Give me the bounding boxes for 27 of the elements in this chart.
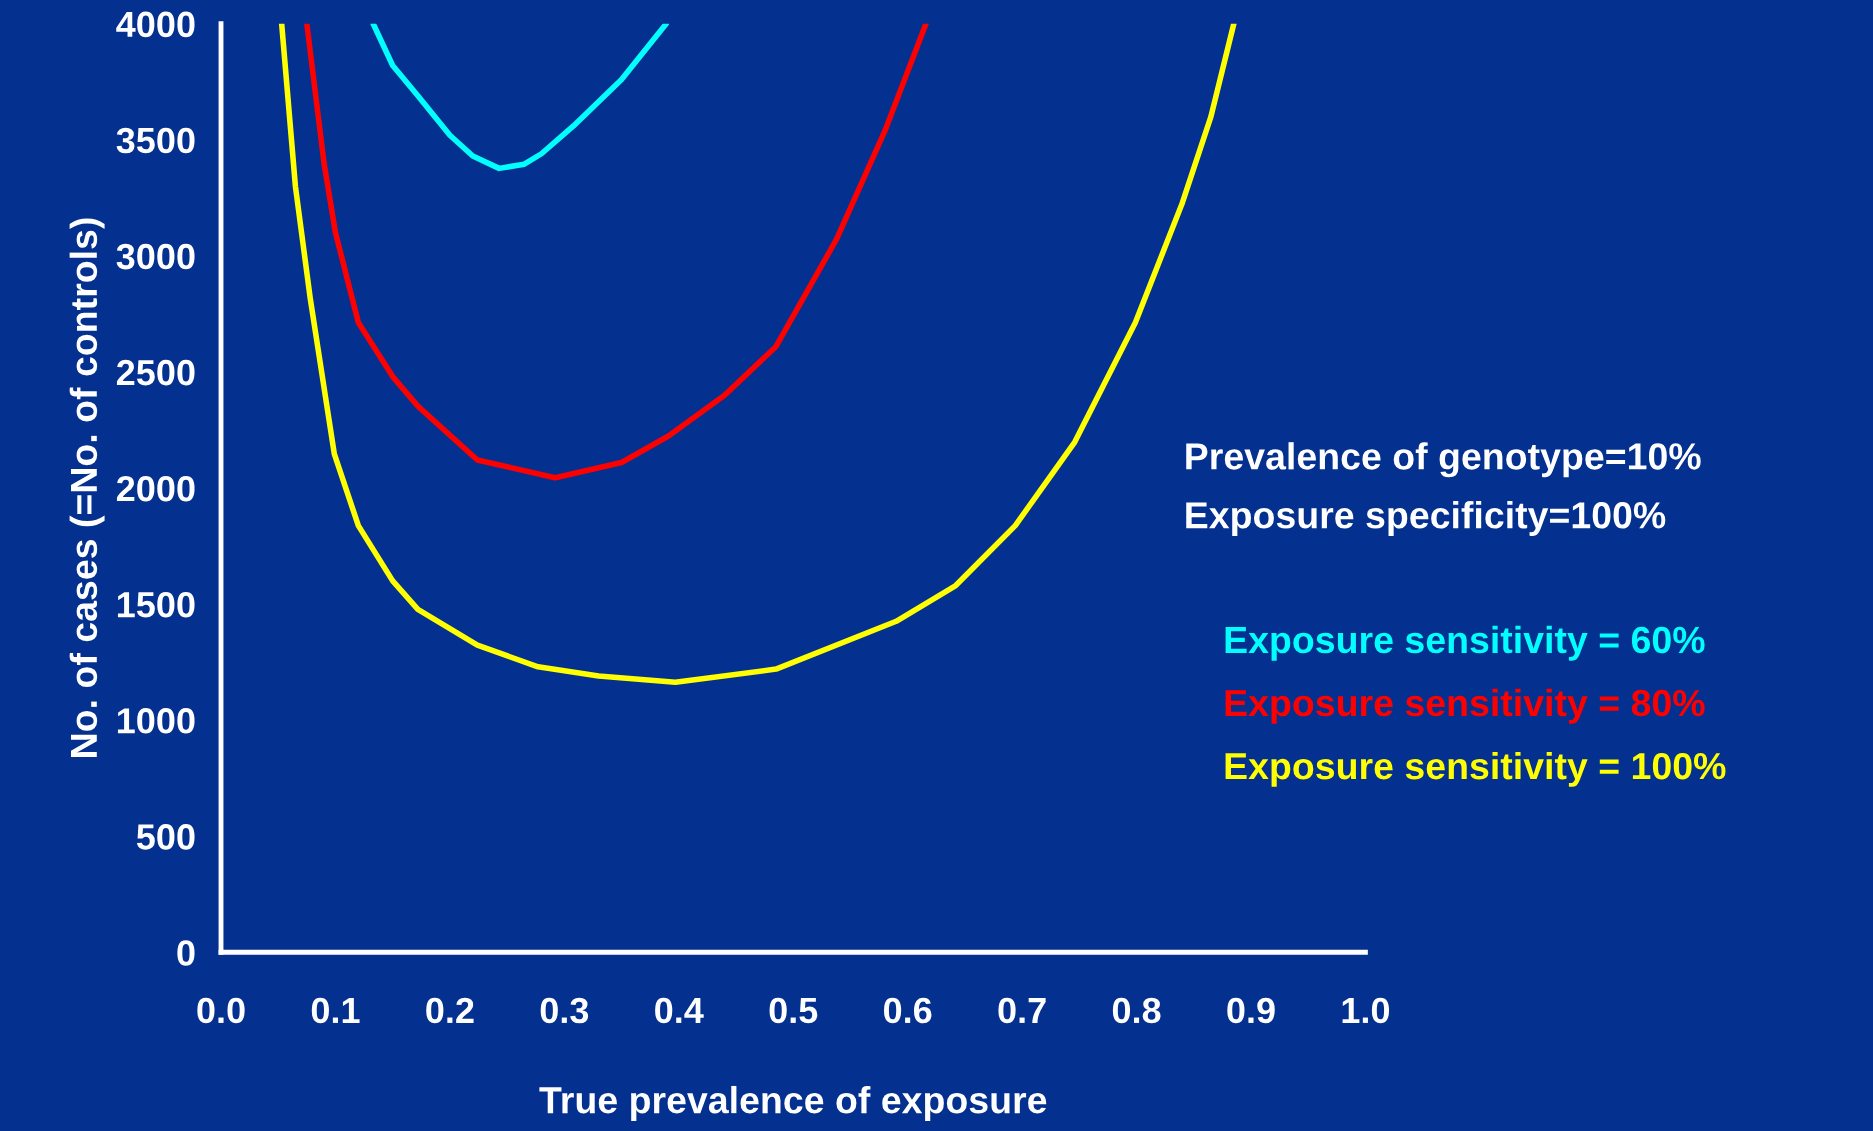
text: Exposure sensitivity = 60% — [1225, 625, 1705, 661]
x-tick-label: 0.5 — [769, 997, 818, 1024]
x-tick-label: 0.0 — [197, 997, 245, 1024]
x-tick-label: 1.0 — [1342, 997, 1390, 1024]
y-tick-label: 4000 — [116, 11, 195, 38]
y-tick-label: 1500 — [117, 591, 195, 618]
x-tick-label: 0.6 — [883, 997, 932, 1024]
text: Exposure sensitivity = 80% — [1225, 688, 1705, 724]
y-tick-label: 1000 — [117, 708, 195, 734]
y-tick-label: 500 — [136, 824, 195, 850]
y-tick-label: 3000 — [116, 243, 195, 270]
y-tick-label: 3500 — [116, 127, 195, 154]
text: Exposure sensitivity = 100% — [1225, 751, 1726, 787]
y-axis-title: No. of cases (=No. of controls) — [69, 218, 105, 757]
annotation: Exposure specificity=100% — [1186, 501, 1666, 536]
y-tick-label: 2000 — [116, 475, 195, 502]
x-axis-title: True prevalence of exposure — [539, 1085, 1047, 1121]
x-tick-label: 0.8 — [1112, 997, 1161, 1024]
annotation: Prevalence of genotype=10% — [1186, 442, 1701, 478]
x-tick-label: 0.2 — [426, 997, 474, 1024]
x-tick-label: 0.7 — [998, 997, 1046, 1024]
x-tick-label: 0.1 — [311, 997, 360, 1024]
x-tick-label: 0.4 — [655, 997, 704, 1024]
y-tick-label: 2500 — [116, 359, 195, 386]
x-tick-label: 0.3 — [540, 997, 589, 1024]
x-tick-label: 0.9 — [1227, 997, 1275, 1024]
y-tick-label: 0 — [177, 940, 195, 966]
